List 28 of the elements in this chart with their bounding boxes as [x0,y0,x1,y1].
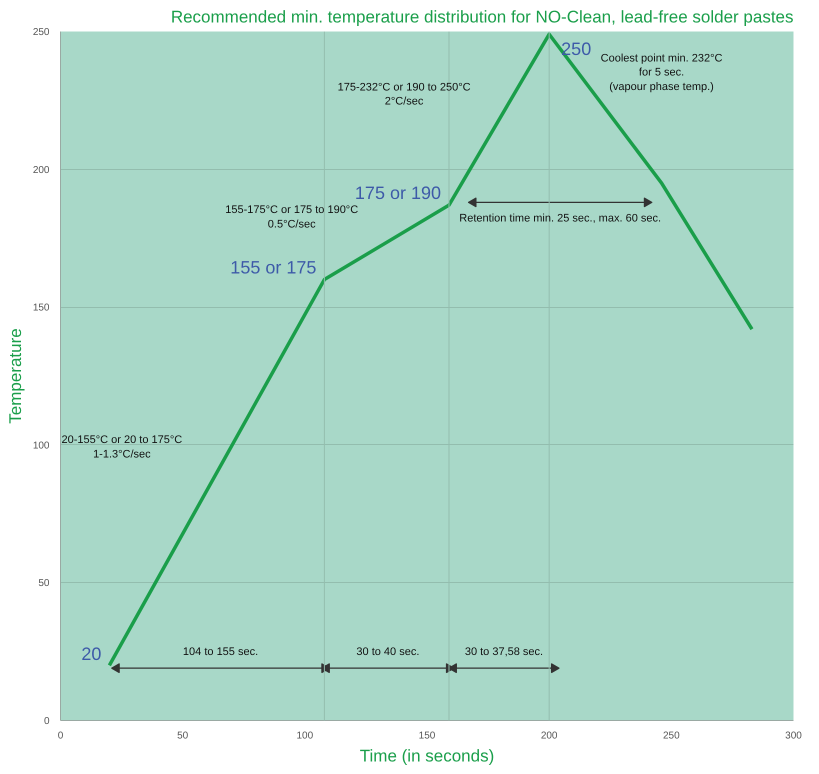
x-tick-label: 0 [58,730,64,742]
annotation: 30 to 37,58 sec. [464,646,544,658]
y-tick-label: 50 [38,578,50,590]
annotation: Retention time min. 25 sec., max. 60 sec. [459,212,662,224]
annotation: 30 to 40 sec. [356,646,420,658]
y-tick-label: 200 [32,164,50,176]
x-tick-label: 100 [296,730,314,742]
y-tick-label: 150 [32,302,50,314]
annotation: 155-175°C or 175 to 190°C 0.5°C/sec [225,204,358,230]
y-tick-label: 100 [32,440,50,452]
chart-title: Recommended min. temperature distribution for NO-Clean, lead-free solder pastes [170,8,794,26]
annotation: 175 or 190 [354,183,441,204]
y-tick-label: 250 [32,27,50,38]
annotation: 155 or 175 [230,258,316,278]
x-axis-title: Time (in seconds) [360,746,494,766]
y-tick-label: 0 [44,716,50,727]
annotation: 20-155°C or 20 to 175°C 1-1.3°C/sec [62,434,182,460]
annotation: 20 [81,644,102,664]
annotation: Coolest point min. 232°C for 5 sec. (vapour phase temp.) [600,52,723,94]
x-tick-label: 300 [785,730,802,742]
annotation: 175-232°C or 190 to 250°C 2°C/sec [338,81,471,108]
y-axis-title: Temperature [6,328,25,424]
x-tick-label: 200 [540,730,558,742]
x-tick-label: 150 [418,730,436,742]
x-tick-label: 50 [177,730,189,742]
annotation: 250 [561,38,592,59]
annotation: 104 to 155 sec. [182,646,258,658]
x-tick-label: 250 [662,730,680,742]
